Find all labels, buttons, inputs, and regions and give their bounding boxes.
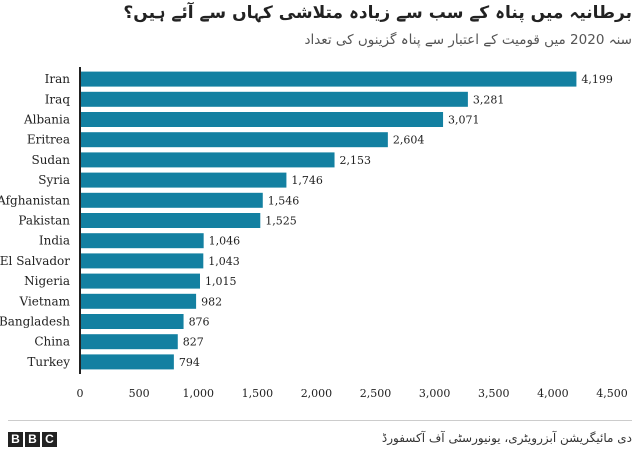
bar-china (80, 334, 178, 350)
bar-nigeria (80, 273, 200, 289)
bbc-logo-letter-b2: B (25, 432, 40, 447)
bbc-logo-letter-c: C (42, 432, 57, 447)
value-label-eritrea: 2,604 (393, 134, 425, 147)
category-label-syria: Syria (38, 173, 70, 187)
category-label-iran: Iran (45, 72, 71, 86)
bar-sudan (80, 152, 335, 168)
category-label-eritrea: Eritrea (27, 133, 70, 147)
x-tick-label-500: 500 (129, 387, 150, 400)
x-tick-label-3000: 3,000 (419, 387, 451, 400)
bar-afghanistan (80, 192, 263, 208)
value-label-el-salvador: 1,043 (208, 255, 240, 268)
bar-syria (80, 172, 287, 188)
x-tick-label-4500: 4,500 (596, 387, 628, 400)
x-tick-label-4000: 4,000 (537, 387, 569, 400)
bar-iraq (80, 91, 468, 107)
bar-vietnam (80, 293, 197, 309)
category-label-afghanistan: Afghanistan (0, 193, 70, 207)
x-tick-label-3500: 3,500 (478, 387, 510, 400)
bar-chart: Iran 4,199 Iraq 3,281 Albania 3,071 Eritrea 2,6… (0, 67, 628, 400)
value-label-nigeria: 1,015 (205, 275, 237, 288)
source-note: دی مائیگریشن آبزرویٹری، یونیورسٹی آف آکس… (381, 431, 632, 445)
bbc-logo: B B C (8, 432, 57, 447)
category-label-vietnam: Vietnam (19, 294, 71, 308)
bar-iran (80, 71, 577, 87)
category-label-turkey: Turkey (27, 355, 70, 369)
bar-el-salvador (80, 253, 204, 269)
bar-albania (80, 112, 444, 127)
value-label-china: 827 (183, 336, 204, 349)
x-tick-label-2000: 2,000 (301, 387, 333, 400)
bar-bangladesh (80, 314, 184, 329)
bbc-logo-letter-b1: B (8, 432, 23, 447)
category-label-bangladesh: Bangladesh (0, 315, 70, 329)
value-label-turkey: 794 (179, 356, 200, 369)
value-label-pakistan: 1,525 (265, 215, 297, 228)
x-tick-label-1000: 1,000 (182, 387, 214, 400)
category-label-el-salvador: El Salvador (0, 254, 70, 268)
category-label-pakistan: Pakistan (18, 214, 70, 228)
value-label-vietnam: 982 (201, 295, 222, 308)
value-label-syria: 1,746 (291, 174, 323, 187)
x-tick-label-0: 0 (77, 387, 84, 400)
value-label-albania: 3,071 (448, 114, 480, 127)
value-label-iraq: 3,281 (473, 93, 505, 106)
chart-title: برطانیہ میں پناہ کے سب سے زیادہ متلاشی ک… (123, 3, 632, 23)
value-label-bangladesh: 876 (189, 316, 210, 329)
value-label-india: 1,046 (209, 235, 241, 248)
x-tick-label-2500: 2,500 (360, 387, 392, 400)
chart-subtitle: سنہ 2020 میں قومیت کے اعتبار سے پناہ گزی… (304, 32, 632, 48)
value-label-sudan: 2,153 (340, 154, 372, 167)
category-label-nigeria: Nigeria (24, 274, 70, 288)
bar-india (80, 233, 204, 249)
bar-turkey (80, 354, 174, 370)
category-label-iraq: Iraq (45, 92, 71, 106)
value-label-afghanistan: 1,546 (268, 194, 300, 207)
category-label-india: India (39, 234, 70, 248)
value-label-iran: 4,199 (581, 73, 613, 86)
bar-eritrea (80, 132, 388, 148)
bar-pakistan (80, 213, 261, 228)
category-label-albania: Albania (23, 113, 70, 127)
category-label-sudan: Sudan (31, 153, 70, 167)
x-tick-label-1500: 1,500 (242, 387, 274, 400)
footer-divider (8, 420, 632, 421)
category-label-china: China (34, 335, 70, 349)
